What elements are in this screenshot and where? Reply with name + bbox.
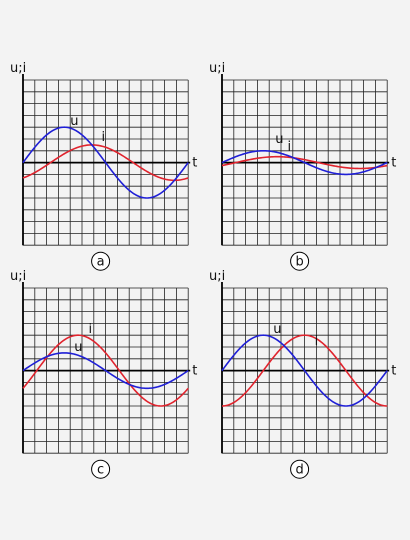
panel-a-i-curve [22,144,189,182]
panel-c-caption: c [97,463,104,478]
panel-a-caption: a [97,255,105,270]
panel-d-y-axis-label: u;i [209,269,225,284]
panel-c-y-axis-label: u;i [10,269,26,284]
panel-c-i-curve [22,334,189,407]
panel-d-u-label: u [273,322,281,337]
panel-c-u-curve [22,352,189,390]
panel-d-u-curve [221,334,388,407]
panel-d: u;i t u i d [209,269,396,479]
panel-a-caption-circle [91,251,111,271]
panel-c-caption-circle [91,459,111,479]
panel-b-u-curve [221,149,388,176]
panel-a-u-curve [22,126,189,199]
panel-b-i-curve [221,155,388,170]
panel-c-u-label: u [74,340,82,355]
panel-d-i-curve [221,334,388,407]
panel-d-i-label: i [315,334,319,349]
panel-a-y-axis-label: u;i [10,61,26,76]
panel-b-x-axis-label: t [391,156,396,171]
panel-c: u;i t u i c [10,269,197,479]
panel-a-u-label: u [70,114,78,129]
panel-b-caption-circle [290,251,310,271]
panel-b-caption: b [295,255,303,270]
panel-b-i-label: i [287,140,291,155]
panel-b-u-label: u [275,132,283,147]
panel-d-caption: d [295,463,303,478]
panel-a-i-label: i [101,130,105,145]
panel-a: u;i t u i a [10,61,197,271]
panel-c-x-axis-label: t [192,364,197,379]
panel-b-y-axis-label: u;i [209,61,225,76]
panel-d-x-axis-label: t [391,364,396,379]
panel-b: u;i t u i b [209,61,396,271]
panel-c-i-label: i [88,322,92,337]
panel-a-x-axis-label: t [192,156,197,171]
panel-d-caption-circle [290,459,310,479]
